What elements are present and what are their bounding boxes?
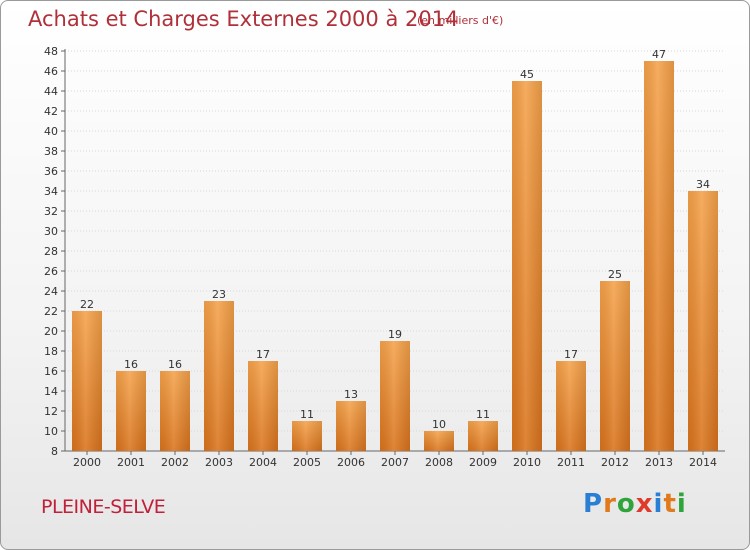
bar-shading bbox=[72, 311, 102, 451]
y-tick-label: 10 bbox=[44, 425, 58, 438]
bar-shading bbox=[204, 301, 234, 451]
data-label: 13 bbox=[344, 388, 358, 401]
bar-shading bbox=[380, 341, 410, 451]
bar-shading bbox=[512, 81, 542, 451]
bar-shading bbox=[160, 371, 190, 451]
y-tick-label: 20 bbox=[44, 325, 58, 338]
bar-shading bbox=[424, 431, 454, 451]
x-tick-label: 2008 bbox=[425, 456, 453, 469]
y-tick-label: 34 bbox=[44, 185, 58, 198]
y-tick-label: 28 bbox=[44, 245, 58, 258]
data-label: 10 bbox=[432, 418, 446, 431]
bar-shading bbox=[688, 191, 718, 451]
y-tick-label: 12 bbox=[44, 405, 58, 418]
data-label: 16 bbox=[168, 358, 182, 371]
x-tick-label: 2003 bbox=[205, 456, 233, 469]
y-tick-label: 30 bbox=[44, 225, 58, 238]
y-tick-label: 24 bbox=[44, 285, 58, 298]
data-label: 34 bbox=[696, 178, 710, 191]
x-tick-label: 2013 bbox=[645, 456, 673, 469]
y-tick-label: 48 bbox=[44, 45, 58, 58]
logo-letter: i bbox=[676, 489, 687, 519]
logo-letter: x bbox=[635, 489, 654, 519]
y-tick-label: 32 bbox=[44, 205, 58, 218]
y-tick-label: 14 bbox=[44, 385, 58, 398]
bar-shading bbox=[468, 421, 498, 451]
bar-shading bbox=[248, 361, 278, 451]
logo-letter: t bbox=[663, 489, 677, 519]
y-tick-label: 22 bbox=[44, 305, 58, 318]
logo-letter: o bbox=[616, 489, 636, 519]
x-tick-label: 2002 bbox=[161, 456, 189, 469]
data-label: 45 bbox=[520, 68, 534, 81]
bar-shading bbox=[556, 361, 586, 451]
x-tick-label: 2006 bbox=[337, 456, 365, 469]
y-tick-label: 26 bbox=[44, 265, 58, 278]
bars bbox=[72, 61, 718, 451]
bar-shading bbox=[116, 371, 146, 451]
data-label: 11 bbox=[476, 408, 490, 421]
y-tick-label: 8 bbox=[51, 445, 58, 458]
data-label: 23 bbox=[212, 288, 226, 301]
data-label: 16 bbox=[124, 358, 138, 371]
data-label: 11 bbox=[300, 408, 314, 421]
data-label: 22 bbox=[80, 298, 94, 311]
data-label: 25 bbox=[608, 268, 622, 281]
labels: 22 2000 16 2001 16 2002 23 2003 17 2004 11 2005 13 20… bbox=[73, 48, 717, 469]
chart-title: Achats et Charges Externes 2000 à 2014 bbox=[28, 7, 459, 31]
place-name: PLEINE-SELVE bbox=[41, 496, 166, 518]
data-label: 17 bbox=[256, 348, 270, 361]
y-tick-label: 16 bbox=[44, 365, 58, 378]
x-tick-label: 2012 bbox=[601, 456, 629, 469]
x-tick-label: 2000 bbox=[73, 456, 101, 469]
bar-shading bbox=[644, 61, 674, 451]
x-tick-label: 2001 bbox=[117, 456, 145, 469]
x-tick-label: 2005 bbox=[293, 456, 321, 469]
x-tick-label: 2014 bbox=[689, 456, 717, 469]
logo-letter: i bbox=[653, 489, 664, 519]
logo-letter: P bbox=[583, 489, 604, 519]
y-tick-label: 44 bbox=[44, 85, 58, 98]
data-label: 17 bbox=[564, 348, 578, 361]
y-tick-label: 42 bbox=[44, 105, 58, 118]
proxiti-logo: Proxiti bbox=[583, 489, 687, 519]
bar-shading bbox=[336, 401, 366, 451]
bar-shading bbox=[292, 421, 322, 451]
y-tick-label: 46 bbox=[44, 65, 58, 78]
x-tick-label: 2009 bbox=[469, 456, 497, 469]
y-tick-label: 40 bbox=[44, 125, 58, 138]
data-label: 47 bbox=[652, 48, 666, 61]
chart-subtitle: (en milliers d'€) bbox=[417, 14, 504, 27]
x-tick-label: 2007 bbox=[381, 456, 409, 469]
x-tick-label: 2010 bbox=[513, 456, 541, 469]
x-tick-label: 2011 bbox=[557, 456, 585, 469]
data-label: 19 bbox=[388, 328, 402, 341]
y-tick-label: 36 bbox=[44, 165, 58, 178]
y-tick-label: 38 bbox=[44, 145, 58, 158]
x-tick-label: 2004 bbox=[249, 456, 277, 469]
bar-shading bbox=[600, 281, 630, 451]
logo-letter: r bbox=[603, 489, 617, 519]
y-tick-label: 18 bbox=[44, 345, 58, 358]
